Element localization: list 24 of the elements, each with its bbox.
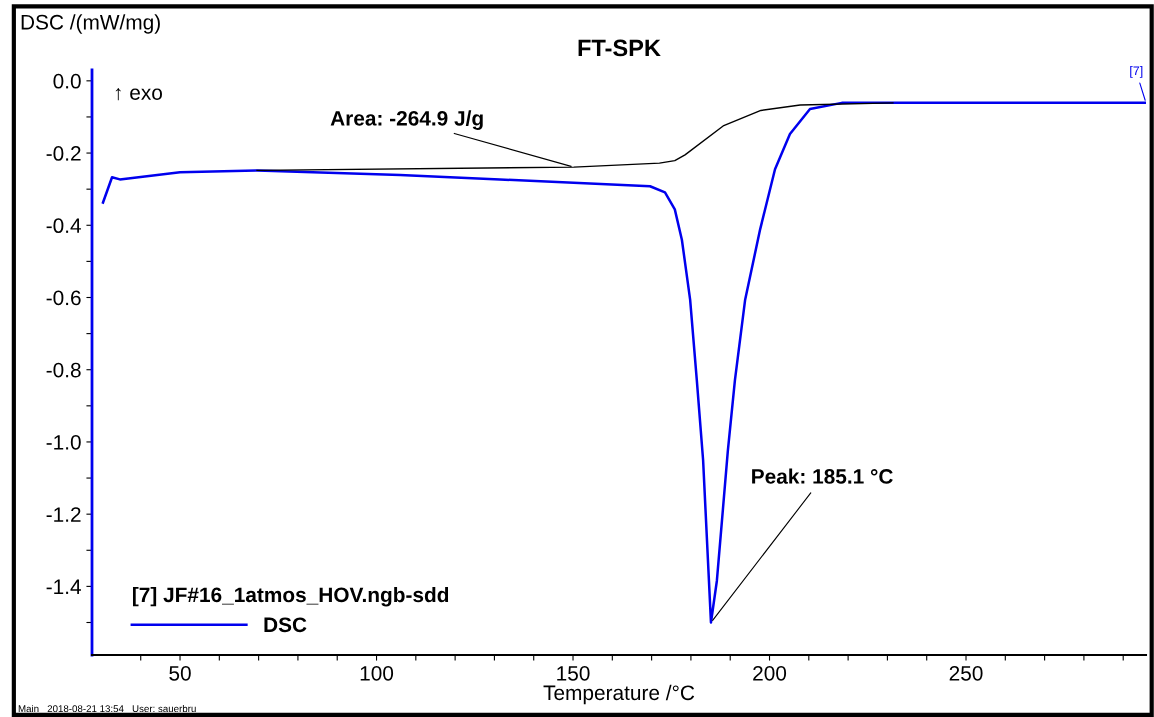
y-tick-label: -1.2: [46, 507, 81, 522]
annotation: [7]: [1130, 66, 1143, 78]
y-tick-label: -0.8: [46, 362, 81, 378]
y-tick-label: -1.0: [46, 434, 81, 450]
y-tick-label: -0.6: [46, 290, 81, 306]
text: DSC: [264, 617, 307, 633]
line-series: [256, 102, 894, 172]
x-axis-title: Temperature /°C: [543, 684, 695, 705]
y-tick-label: -0.4: [46, 218, 81, 234]
y-tick-label: -0.2: [46, 146, 81, 161]
y-tick-label: -1.4: [46, 579, 81, 594]
x-tick-label: 150: [557, 665, 590, 681]
x-tick-label: 50: [169, 665, 191, 681]
y-axis-title: DSC /(mW/mg): [21, 14, 160, 34]
y-tick-label: 0.0: [53, 73, 81, 89]
x-tick-label: 100: [360, 665, 394, 681]
annotation: ↑ exo: [115, 88, 162, 101]
text: Main 2018-08-21 13:54 User: sauerbru: [18, 704, 196, 713]
legend-title: [7] JF#16_1atmos_HOV.ngb-sdd: [133, 586, 449, 607]
x-tick-label: 250: [949, 665, 983, 681]
x-tick-label: 200: [753, 665, 787, 681]
annotation: Peak: 185.1 °C: [752, 468, 893, 484]
chart-title: FT-SPK: [578, 39, 661, 57]
annotation: Area: -264.9 J/g: [330, 110, 483, 130]
